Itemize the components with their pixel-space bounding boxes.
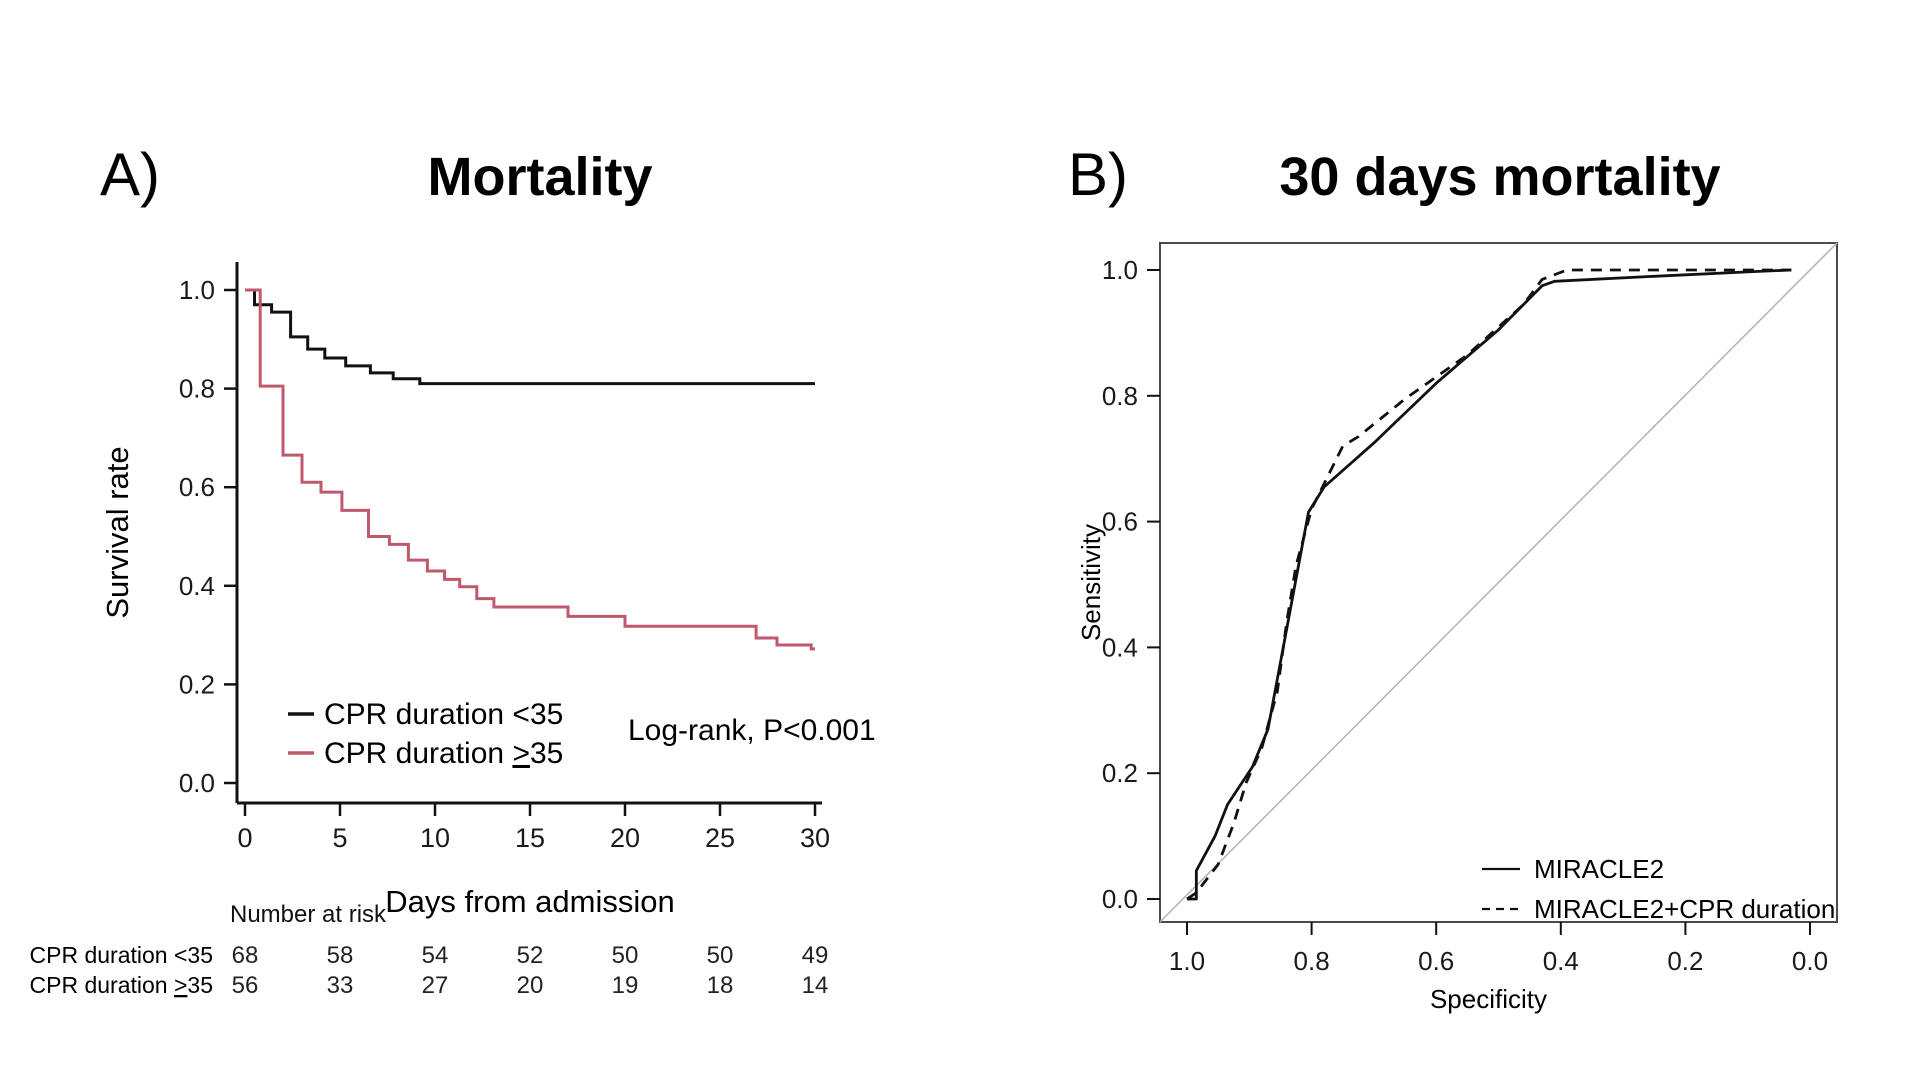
b-y-tick-label: 0.2	[1102, 758, 1138, 788]
risk-value-r1c6: 14	[802, 972, 829, 999]
b-y-tick-label: 0.4	[1102, 632, 1138, 662]
risk-value-r0c5: 50	[707, 942, 734, 969]
b-diagonal-reference-line	[1159, 242, 1838, 923]
b-legend-label-0: MIRACLE2	[1534, 854, 1664, 884]
a-x-tick-label: 0	[237, 823, 252, 853]
a-x-tick-label: 20	[610, 823, 640, 853]
b-y-tick-label: 0.8	[1102, 381, 1138, 411]
b-y-tick-label: 0.0	[1102, 884, 1138, 914]
risk-value-r1c4: 19	[612, 972, 639, 999]
a-y-axis-title: Survival rate	[100, 446, 135, 618]
a-y-tick-label: 0.8	[179, 374, 215, 404]
risk-value-r0c6: 49	[802, 942, 829, 969]
a-y-tick-label: 0.6	[179, 472, 215, 502]
panel-b-title: 30 days mortality	[1279, 147, 1721, 207]
a-x-tick-label: 15	[515, 823, 545, 853]
a-y-tick-label: 0.0	[179, 768, 215, 798]
b-x-tick-label: 1.0	[1169, 946, 1205, 976]
risk-row-label-0: CPR duration <35	[30, 942, 213, 968]
a-y-tick-label: 0.2	[179, 669, 215, 699]
b-y-tick-label: 1.0	[1102, 255, 1138, 285]
panel-b-label: B)	[1068, 141, 1128, 208]
a-x-tick-label: 5	[332, 823, 347, 853]
risk-value-r0c1: 58	[327, 942, 354, 969]
km-curve-cpr-gte35	[245, 288, 815, 651]
b-legend-label-1: MIRACLE2+CPR duration	[1534, 894, 1835, 924]
panel-a-title: Mortality	[427, 147, 653, 207]
b-x-tick-label: 0.4	[1543, 946, 1579, 976]
risk-row-label-1: CPR duration >35	[30, 972, 214, 998]
risk-value-r1c0: 56	[232, 972, 259, 999]
logrank-annotation: Log-rank, P<0.001	[628, 714, 876, 747]
b-x-tick-label: 0.0	[1792, 946, 1828, 976]
a-x-axis-title: Days from admission	[385, 884, 674, 919]
risk-value-r0c4: 50	[612, 942, 639, 969]
b-x-tick-label: 0.6	[1418, 946, 1454, 976]
a-x-tick-label: 30	[800, 823, 830, 853]
a-y-tick-label: 0.4	[179, 571, 215, 601]
a-legend-label-1: CPR duration >35	[324, 737, 563, 770]
a-y-tick-label: 1.0	[179, 275, 215, 305]
b-x-axis-title: Specificity	[1430, 984, 1547, 1014]
a-x-tick-label: 25	[705, 823, 735, 853]
b-x-tick-label: 0.8	[1294, 946, 1330, 976]
b-x-tick-label: 0.2	[1667, 946, 1703, 976]
risk-value-r1c3: 20	[517, 972, 544, 999]
b-y-tick-label: 0.6	[1102, 507, 1138, 537]
b-y-axis-title: Sensitivity	[1076, 524, 1106, 641]
risk-value-r0c2: 54	[422, 942, 449, 969]
risk-value-r0c0: 68	[232, 942, 259, 969]
a-legend-label-0: CPR duration <35	[324, 698, 563, 731]
risk-value-r1c2: 27	[422, 972, 449, 999]
risk-value-r1c5: 18	[707, 972, 734, 999]
panel-a-label: A)	[100, 141, 160, 208]
a-x-tick-label: 10	[420, 823, 450, 853]
risk-value-r0c3: 52	[517, 942, 544, 969]
b-plot-box	[1159, 242, 1838, 923]
risk-value-r1c1: 33	[327, 972, 354, 999]
km-curve-cpr-lt35	[245, 288, 815, 386]
risk-table-header: Number at risk	[230, 901, 387, 928]
